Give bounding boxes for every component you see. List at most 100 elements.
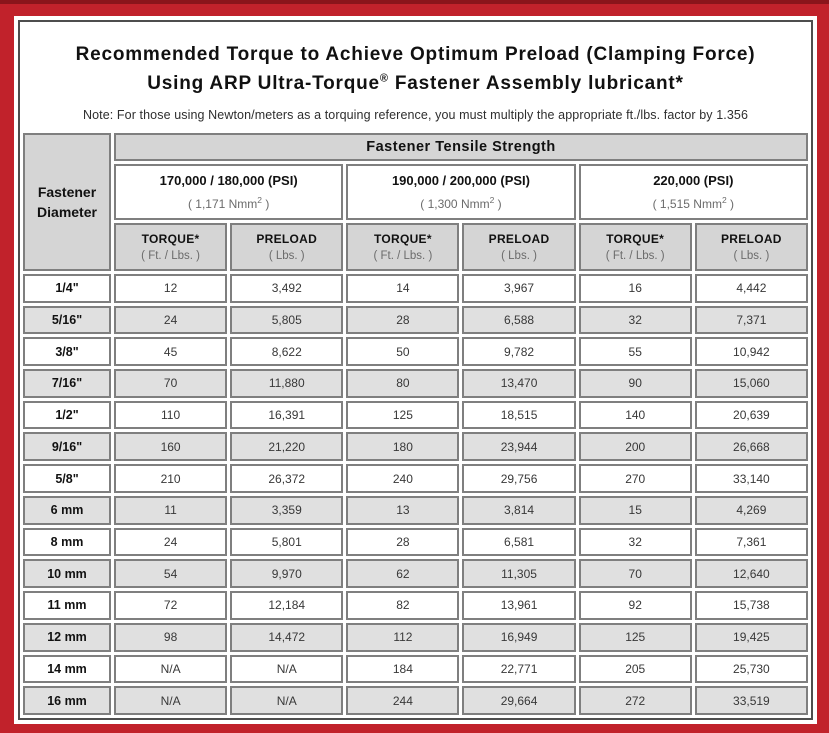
torque-column-header-2: TORQUE* ( Ft. / Lbs. ) bbox=[346, 222, 460, 271]
fastener-diameter-header-line2: Diameter bbox=[37, 203, 97, 220]
table-row: 6 mm 11 3,359 13 3,814 15 4,269 bbox=[23, 495, 808, 525]
torque-value-cell: 16 bbox=[578, 273, 692, 303]
preload-value-cell: 3,814 bbox=[462, 495, 576, 525]
torque-value-cell: 55 bbox=[578, 337, 692, 367]
table-row: 3/8" 45 8,622 50 9,782 55 10,942 bbox=[23, 337, 808, 367]
preload-value-cell: 8,622 bbox=[230, 337, 344, 367]
preload-value-cell: 10,942 bbox=[694, 337, 808, 367]
fastener-diameter-header: Fastener Diameter bbox=[23, 132, 111, 271]
psi-group-row: 170,000 / 180,000 (PSI) ( 1,171 Nmm2 ) 1… bbox=[23, 163, 808, 220]
diameter-cell: 12 mm bbox=[23, 622, 111, 652]
preload-value-cell: 18,515 bbox=[462, 400, 576, 430]
table-row: 7/16" 70 11,880 80 13,470 90 15,060 bbox=[23, 369, 808, 398]
preload-value-cell: 15,060 bbox=[694, 369, 808, 398]
preload-value-cell: 23,944 bbox=[462, 432, 576, 462]
torque-value-cell: 240 bbox=[346, 464, 460, 493]
diameter-cell: 1/2" bbox=[23, 400, 111, 430]
table-row: 9/16" 160 21,220 180 23,944 200 26,668 bbox=[23, 432, 808, 462]
preload-value-cell: 12,184 bbox=[230, 591, 344, 620]
tensile-strength-header: Fastener Tensile Strength bbox=[114, 132, 808, 161]
preload-value-cell: 5,805 bbox=[230, 305, 344, 335]
preload-value-cell: 3,492 bbox=[230, 273, 344, 303]
preload-value-cell: 26,372 bbox=[230, 464, 344, 493]
document-page: Recommended Torque to Achieve Optimum Pr… bbox=[18, 20, 813, 720]
preload-value-cell: 33,140 bbox=[694, 464, 808, 493]
psi-group-header-2: 190,000 / 200,000 (PSI) ( 1,300 Nmm2 ) bbox=[346, 163, 576, 220]
preload-value-cell: 9,970 bbox=[230, 559, 344, 589]
torque-value-cell: 54 bbox=[114, 559, 228, 589]
torque-value-cell: 14 bbox=[346, 273, 460, 303]
preload-value-cell: 13,961 bbox=[462, 591, 576, 620]
torque-value-cell: 50 bbox=[346, 337, 460, 367]
torque-value-cell: 270 bbox=[578, 464, 692, 493]
tensile-strength-row: Fastener Diameter Fastener Tensile Stren… bbox=[23, 132, 808, 271]
diameter-cell: 11 mm bbox=[23, 591, 111, 620]
torque-value-cell: 200 bbox=[578, 432, 692, 462]
torque-column-header-3: TORQUE* ( Ft. / Lbs. ) bbox=[578, 222, 692, 271]
frame-top-dark-edge bbox=[0, 0, 829, 4]
psi-group-header-3: 220,000 (PSI) ( 1,515 Nmm2 ) bbox=[578, 163, 808, 220]
preload-value-cell: 3,967 bbox=[462, 273, 576, 303]
nmm-value-2: ( 1,300 Nmm2 ) bbox=[420, 194, 502, 211]
diameter-cell: 1/4" bbox=[23, 273, 111, 303]
preload-column-header-2: PRELOAD ( Lbs. ) bbox=[462, 222, 576, 271]
preload-value-cell: N/A bbox=[230, 686, 344, 715]
torque-value-cell: 13 bbox=[346, 495, 460, 525]
title-line-2-suffix: Fastener Assembly lubricant* bbox=[388, 73, 684, 95]
torque-value-cell: 62 bbox=[346, 559, 460, 589]
torque-value-cell: 244 bbox=[346, 686, 460, 715]
torque-value-cell: 72 bbox=[114, 591, 228, 620]
preload-value-cell: 19,425 bbox=[694, 622, 808, 652]
title-block: Recommended Torque to Achieve Optimum Pr… bbox=[20, 22, 811, 130]
torque-value-cell: 70 bbox=[114, 369, 228, 398]
torque-value-cell: 70 bbox=[578, 559, 692, 589]
torque-value-cell: 11 bbox=[114, 495, 228, 525]
diameter-cell: 6 mm bbox=[23, 495, 111, 525]
diameter-cell: 5/16" bbox=[23, 305, 111, 335]
preload-value-cell: 26,668 bbox=[694, 432, 808, 462]
torque-value-cell: 205 bbox=[578, 654, 692, 684]
preload-value-cell: 6,588 bbox=[462, 305, 576, 335]
torque-value-cell: 272 bbox=[578, 686, 692, 715]
preload-value-cell: 5,801 bbox=[230, 527, 344, 557]
fastener-diameter-header-line1: Fastener bbox=[37, 183, 97, 200]
table-body: 1/4" 12 3,492 14 3,967 16 4,442 5/16" 24 5,805 28 6… bbox=[23, 273, 808, 715]
preload-value-cell: 15,738 bbox=[694, 591, 808, 620]
torque-value-cell: 112 bbox=[346, 622, 460, 652]
table-header: Fastener Diameter Fastener Tensile Stren… bbox=[23, 132, 808, 271]
note-text: Note: For those using Newton/meters as a… bbox=[82, 107, 748, 122]
nmm-value-1: ( 1,171 Nmm2 ) bbox=[187, 194, 270, 211]
preload-value-cell: 13,470 bbox=[462, 369, 576, 398]
torque-value-cell: 98 bbox=[114, 622, 228, 652]
preload-value-cell: 14,472 bbox=[230, 622, 344, 652]
diameter-cell: 8 mm bbox=[23, 527, 111, 557]
torque-value-cell: 82 bbox=[346, 591, 460, 620]
preload-value-cell: 4,269 bbox=[694, 495, 808, 525]
torque-value-cell: 24 bbox=[114, 527, 228, 557]
preload-value-cell: 3,359 bbox=[230, 495, 344, 525]
torque-table: Fastener Diameter Fastener Tensile Stren… bbox=[20, 130, 811, 718]
table-row: 12 mm 98 14,472 112 16,949 125 19,425 bbox=[23, 622, 808, 652]
preload-value-cell: 25,730 bbox=[694, 654, 808, 684]
preload-value-cell: 16,949 bbox=[462, 622, 576, 652]
torque-value-cell: 32 bbox=[578, 527, 692, 557]
table-row: 11 mm 72 12,184 82 13,961 92 15,738 bbox=[23, 591, 808, 620]
table-row: 5/16" 24 5,805 28 6,588 32 7,371 bbox=[23, 305, 808, 335]
preload-value-cell: 11,305 bbox=[462, 559, 576, 589]
torque-value-cell: 125 bbox=[346, 400, 460, 430]
preload-value-cell: 12,640 bbox=[694, 559, 808, 589]
torque-value-cell: 28 bbox=[346, 305, 460, 335]
preload-value-cell: 16,391 bbox=[230, 400, 344, 430]
title-line-1: Recommended Torque to Achieve Optimum Pr… bbox=[75, 44, 756, 65]
diameter-cell: 7/16" bbox=[23, 369, 111, 398]
torque-value-cell: 140 bbox=[578, 400, 692, 430]
table-row: 10 mm 54 9,970 62 11,305 70 12,640 bbox=[23, 559, 808, 589]
document-title: Recommended Torque to Achieve Optimum Pr… bbox=[30, 40, 801, 99]
table-row: 1/4" 12 3,492 14 3,967 16 4,442 bbox=[23, 273, 808, 303]
torque-value-cell: 125 bbox=[578, 622, 692, 652]
preload-value-cell: 7,371 bbox=[694, 305, 808, 335]
preload-value-cell: 29,756 bbox=[462, 464, 576, 493]
diameter-cell: 5/8" bbox=[23, 464, 111, 493]
preload-value-cell: N/A bbox=[230, 654, 344, 684]
